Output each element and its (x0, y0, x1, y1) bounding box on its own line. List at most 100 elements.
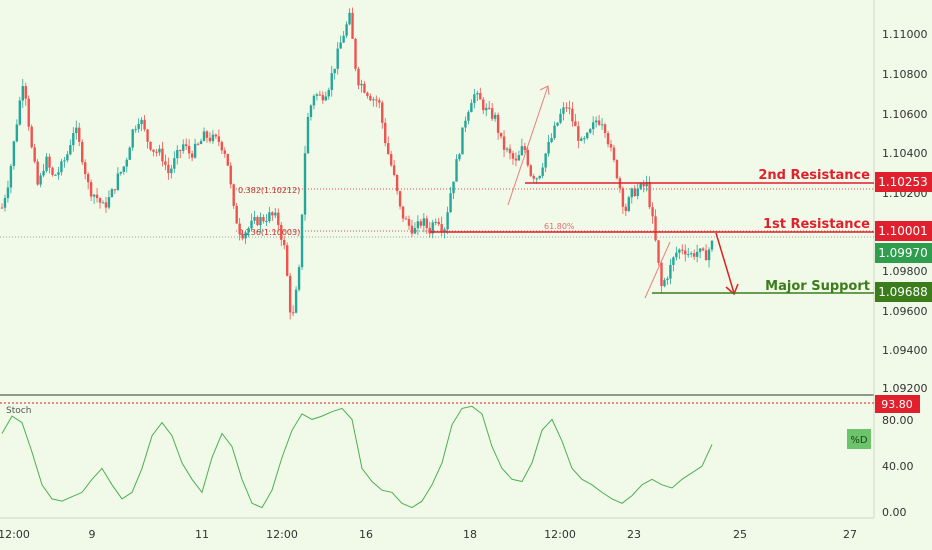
time-tick: 25 (733, 528, 747, 541)
price-tick: 1.10800 (882, 68, 928, 81)
price-tick: 1.09800 (882, 265, 928, 278)
fib-618-label: 61.80% (544, 222, 575, 231)
candle-body (199, 141, 203, 145)
candle-body (704, 250, 708, 261)
candle-body (413, 228, 417, 234)
candle-body (636, 188, 639, 197)
candle-body (315, 94, 319, 96)
candle-body (39, 175, 42, 185)
candle-body (78, 127, 81, 142)
candle-body (660, 262, 663, 287)
time-tick: 12:00 (266, 528, 298, 541)
price-axis[interactable]: 1.11000 1.10800 1.10600 1.10400 1.10200 … (882, 28, 928, 395)
candle-body (268, 212, 271, 222)
candle-body (556, 122, 559, 126)
candle-body (152, 149, 155, 152)
candle-body (229, 165, 232, 185)
candle-body (57, 172, 60, 175)
candle-body (202, 131, 206, 142)
candle-body (363, 83, 366, 93)
candle-body (496, 114, 500, 133)
candle-body (131, 129, 134, 148)
candle-body (476, 93, 479, 95)
time-tick: 16 (359, 528, 373, 541)
stoch-tick: 0.00 (882, 506, 907, 519)
candle-body (666, 278, 669, 280)
candle-body (571, 108, 574, 122)
candle-body (384, 122, 387, 144)
pattern-arrows (507, 85, 671, 299)
major-support-label: Major Support (765, 279, 870, 294)
candle-body (21, 86, 24, 101)
candle-body (404, 218, 408, 220)
candle-body (369, 96, 372, 101)
candle-body (366, 92, 369, 97)
candle-body (407, 219, 411, 226)
candle-body (580, 138, 583, 141)
candle-body (15, 124, 19, 142)
candle-body (603, 124, 607, 134)
candle-body (89, 182, 93, 197)
candle-body (30, 126, 33, 148)
stoch-d-line (1, 405, 713, 509)
candle-body (339, 42, 342, 49)
candle-body (392, 165, 396, 175)
candle-body (241, 233, 244, 239)
candle-body (541, 167, 544, 176)
candle-body (244, 232, 247, 239)
candle-body (24, 86, 27, 99)
candle-body (550, 138, 553, 142)
candle-body (336, 48, 339, 69)
candle-body (523, 146, 527, 150)
candle-body (318, 94, 322, 96)
candle-body (27, 98, 30, 127)
pattern-arrow-mid (644, 241, 671, 299)
candle-body (223, 150, 227, 154)
candle-body (654, 216, 657, 241)
major-support-tag (875, 282, 932, 302)
candle-body (51, 167, 54, 175)
candle-body (378, 100, 381, 103)
candle-body (294, 289, 298, 313)
candle-body (434, 221, 437, 223)
candle-body (642, 183, 645, 187)
candle-body (410, 225, 414, 234)
second-resistance-label: 2nd Resistance (758, 168, 870, 183)
candle-body (101, 202, 105, 204)
candle-body (48, 156, 51, 168)
candle-body (66, 154, 69, 161)
candle-body (54, 174, 57, 176)
price-tick: 1.09200 (882, 382, 928, 395)
candles-series (0, 7, 714, 320)
candle-body (164, 161, 167, 165)
time-tick: 9 (89, 528, 96, 541)
candle-body (612, 147, 616, 161)
candle-body (247, 228, 250, 233)
candle-body (386, 143, 390, 155)
candle-body (342, 35, 345, 43)
candle-body (33, 147, 36, 162)
candle-body (0, 207, 4, 209)
candle-body (630, 188, 633, 198)
candle-body (692, 253, 696, 257)
candle-body (511, 153, 515, 159)
time-tick: 12:00 (544, 528, 576, 541)
candle-body (360, 83, 363, 86)
pattern-arrow-up (507, 85, 549, 206)
time-axis[interactable]: 12:00 9 11 12:00 16 18 12:00 23 25 27 (0, 528, 857, 541)
forecast-arrow (715, 232, 735, 294)
stoch-tick: 40.00 (882, 460, 914, 473)
candle-body (621, 188, 625, 207)
candle-body (235, 205, 238, 224)
candle-body (565, 107, 568, 109)
candle-body (193, 143, 197, 158)
candle-body (330, 73, 333, 90)
candle-body (128, 147, 131, 160)
candle-body (137, 124, 140, 130)
candle-body (547, 141, 550, 154)
candle-body (419, 221, 423, 226)
candle-body (520, 146, 524, 156)
candle-body (695, 251, 699, 257)
first-resistance-price: 1.10001 (878, 224, 928, 238)
